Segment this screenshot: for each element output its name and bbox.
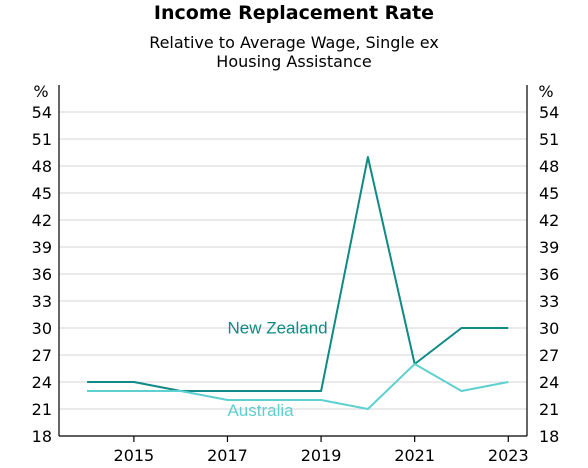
y-tick-right-45: 45 [539,184,559,203]
y-tick-right-18: 18 [539,427,559,446]
y-tick-right-39: 39 [539,238,559,257]
y-tick-left-30: 30 [32,319,52,338]
y-tick-right-21: 21 [539,400,559,419]
series-labels: New Zealand Australia [227,318,327,420]
y-tick-left-42: 42 [32,211,52,230]
right-axis-unit: % [538,82,553,101]
y-tick-left-54: 54 [32,103,52,122]
x-tick-label-2019: 2019 [301,446,342,465]
chart-subtitle-line-2: Housing Assistance [216,52,372,71]
x-tick-label-2021: 2021 [394,446,435,465]
y-tick-right-51: 51 [539,130,559,149]
y-tick-left-51: 51 [32,130,52,149]
y-tick-right-48: 48 [539,157,559,176]
axes [58,85,528,437]
x-tick-label-2015: 2015 [114,446,155,465]
y-tick-right-36: 36 [539,265,559,284]
y-tick-left-21: 21 [32,400,52,419]
x-tick-label-2023: 2023 [488,446,529,465]
grid-lines [59,111,527,410]
y-tick-left-33: 33 [32,292,52,311]
chart-title: Income Replacement Rate [153,2,435,24]
y-tick-left-48: 48 [32,157,52,176]
chart-subtitle-line-1: Relative to Average Wage, Single ex [149,33,439,52]
tick-labels: 18 18 21 21 24 24 27 27 30 30 33 33 36 36 39 39 42 42 45 45… [32,103,560,465]
y-tick-left-36: 36 [32,265,52,284]
y-tick-right-42: 42 [539,211,559,230]
y-tick-right-30: 30 [539,319,559,338]
series-line-australia [87,363,509,410]
series-lines [87,156,509,410]
y-tick-left-24: 24 [32,373,52,392]
y-tick-right-27: 27 [539,346,559,365]
y-tick-left-27: 27 [32,346,52,365]
y-tick-left-18: 18 [32,427,52,446]
series-label-new-zealand: New Zealand [227,318,327,337]
series-label-australia: Australia [227,401,294,420]
y-tick-right-33: 33 [539,292,559,311]
y-tick-right-54: 54 [539,103,559,122]
y-tick-right-24: 24 [539,373,559,392]
y-tick-left-45: 45 [32,184,52,203]
left-axis-unit: % [33,82,48,101]
y-tick-left-39: 39 [32,238,52,257]
series-line-new-zealand [87,156,509,392]
x-tick-label-2017: 2017 [207,446,248,465]
